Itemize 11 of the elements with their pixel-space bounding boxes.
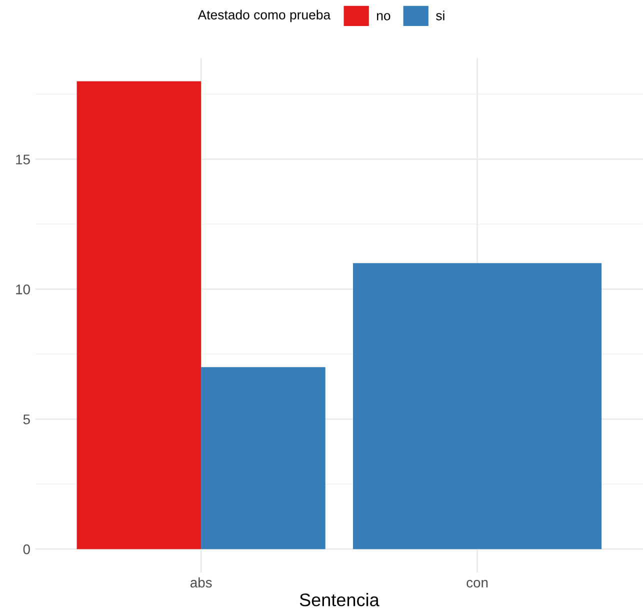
legend-title: Atestado como prueba [198,10,331,22]
x-tick-label: abs [190,577,212,588]
y-tick-label: 5 [23,414,30,424]
bar [76,81,202,550]
x-axis-title: Sentencia [300,593,380,606]
y-tick-label: 15 [16,154,30,164]
y-tick-label: 10 [16,284,30,294]
y-tick-label: 0 [23,544,30,554]
legend-label: no [377,13,390,20]
legend-label: si [436,10,444,20]
x-tick-label: con [466,580,488,588]
